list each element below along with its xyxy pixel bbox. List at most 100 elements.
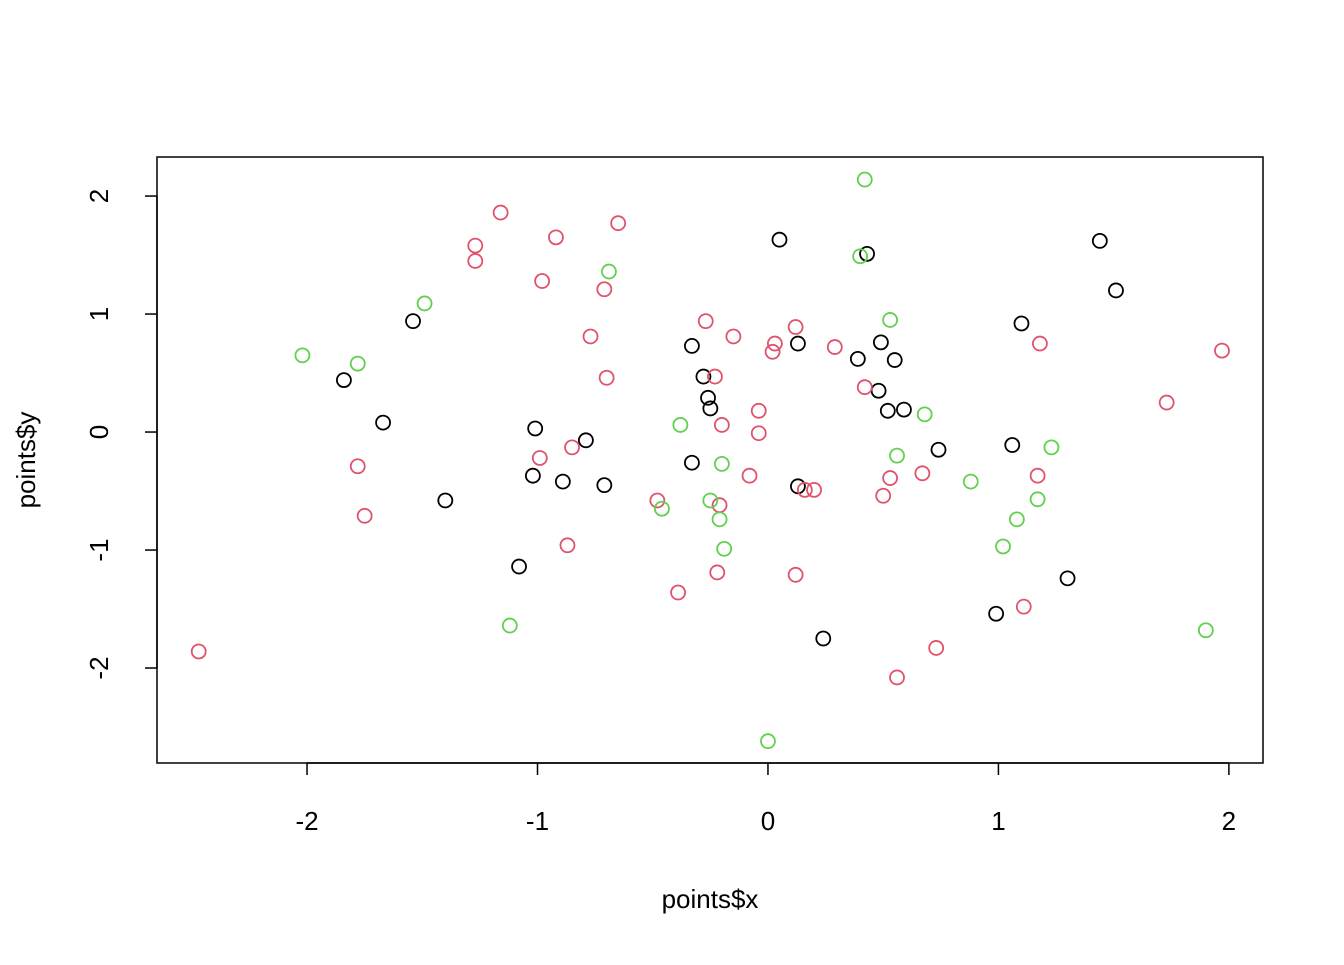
point (702, 492, 719, 509)
point (564, 439, 580, 456)
point (596, 477, 613, 494)
point (713, 455, 730, 472)
point (1197, 622, 1214, 639)
y-tick-label: 1 (84, 307, 114, 321)
point (649, 492, 666, 509)
point (711, 511, 728, 528)
point (501, 617, 518, 634)
y-tick-label: -1 (84, 538, 114, 561)
point (654, 500, 670, 517)
point (760, 733, 776, 750)
point (1013, 315, 1030, 332)
point (467, 253, 484, 269)
point (1029, 467, 1046, 484)
point (596, 281, 613, 298)
point (702, 400, 719, 417)
point (962, 473, 979, 490)
point (741, 467, 758, 484)
point (870, 382, 887, 399)
point (1015, 598, 1032, 615)
x-tick-label: -2 (295, 806, 318, 836)
point (1059, 570, 1076, 587)
point (875, 487, 892, 504)
x-tick-label: -1 (526, 806, 549, 836)
point (849, 350, 866, 367)
point (190, 643, 207, 660)
point (856, 379, 873, 396)
y-tick-label: -2 (84, 656, 114, 679)
point (1091, 232, 1108, 249)
point (1158, 394, 1175, 411)
point (716, 540, 733, 557)
point (859, 245, 875, 262)
point (601, 263, 617, 280)
point (916, 406, 933, 423)
point (856, 171, 873, 188)
point (416, 295, 433, 312)
point (554, 473, 571, 490)
point (930, 441, 947, 458)
point (582, 328, 599, 345)
point (725, 328, 742, 345)
point (697, 313, 714, 330)
point (882, 312, 899, 328)
point (684, 454, 700, 471)
point (405, 313, 421, 330)
point (349, 355, 366, 372)
point (882, 470, 899, 486)
point (1008, 511, 1025, 528)
point (375, 414, 391, 431)
point (896, 401, 912, 418)
point (467, 237, 484, 254)
point (766, 335, 783, 352)
point (356, 507, 373, 524)
point (750, 425, 767, 442)
point (995, 538, 1011, 555)
point (527, 420, 544, 437)
point (709, 564, 726, 581)
point (577, 432, 594, 449)
point (879, 402, 896, 419)
point (684, 338, 700, 354)
point (852, 248, 869, 265)
point (1004, 437, 1021, 453)
point (815, 630, 832, 647)
point (790, 335, 806, 352)
point (1108, 282, 1124, 299)
point (707, 368, 723, 385)
point (559, 537, 576, 554)
point (713, 417, 730, 433)
point (1032, 335, 1048, 352)
point (764, 343, 781, 360)
point (531, 450, 548, 466)
point (336, 372, 352, 389)
point (695, 368, 712, 385)
point (826, 339, 843, 355)
point (771, 231, 788, 248)
point (750, 402, 767, 419)
point (700, 389, 716, 406)
point (886, 352, 903, 368)
point (872, 334, 889, 351)
point (349, 458, 366, 475)
point (914, 465, 931, 482)
point (511, 558, 527, 575)
point (598, 369, 615, 386)
y-tick-label: 0 (84, 425, 114, 439)
point (534, 273, 551, 289)
x-tick-label: 0 (761, 806, 775, 836)
y-tick-label: 2 (84, 189, 114, 203)
point (1029, 491, 1046, 508)
y-axis-label: points$y (11, 412, 41, 509)
point (1043, 439, 1060, 456)
point (548, 229, 564, 246)
point (610, 215, 627, 232)
point (524, 467, 541, 484)
point (1214, 342, 1230, 359)
point (928, 640, 945, 656)
point (796, 481, 813, 498)
point (806, 481, 822, 498)
x-tick-label: 2 (1222, 806, 1236, 836)
